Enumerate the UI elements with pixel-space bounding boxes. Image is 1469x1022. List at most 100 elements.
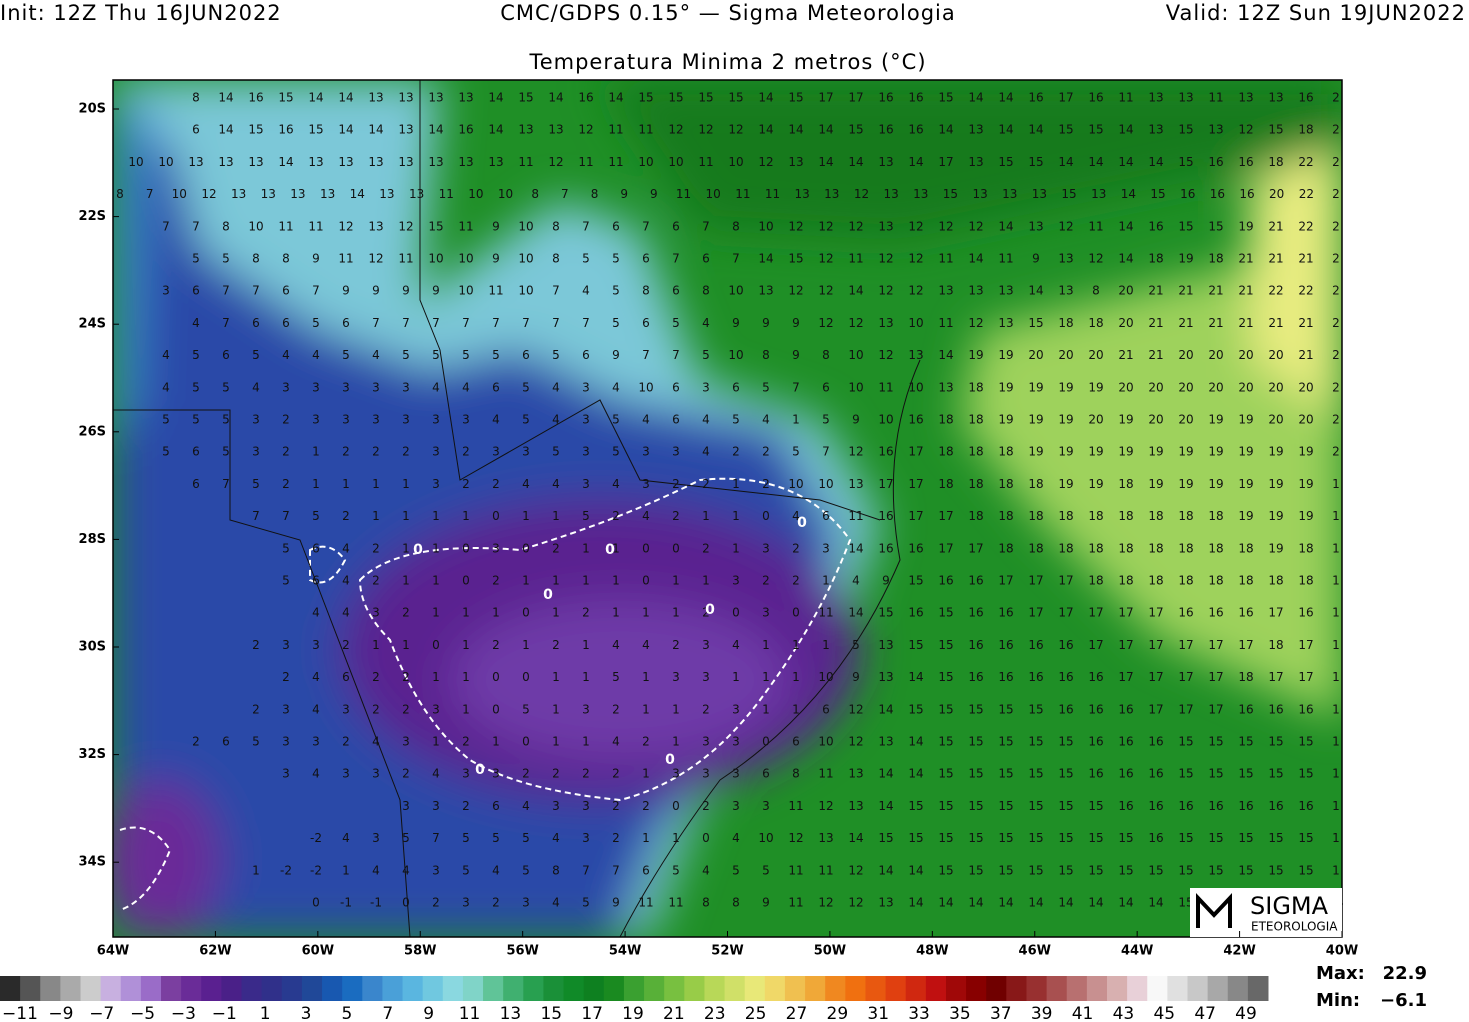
valid-label: Valid: 12Z Sun 19JUN2022 xyxy=(1166,1,1466,25)
grid-value: 18 xyxy=(998,477,1013,491)
grid-value: 18 xyxy=(968,477,983,491)
grid-value: 12 xyxy=(668,123,683,137)
grid-value: 1 xyxy=(432,735,440,749)
grid-value: 1 xyxy=(732,509,740,523)
grid-value: 18 xyxy=(998,541,1013,555)
grid-value: 2 xyxy=(372,574,380,588)
grid-value: 5 xyxy=(702,348,710,362)
grid-value: 17 xyxy=(848,91,863,105)
grid-value: 15 xyxy=(1058,767,1073,781)
grid-value: 14 xyxy=(1028,896,1043,910)
grid-value: 18 xyxy=(1238,541,1253,555)
grid-value: 4 xyxy=(552,831,560,845)
model-label: CMC/GDPS 0.15° — Sigma Meteorologia xyxy=(500,1,956,25)
grid-value: 4 xyxy=(462,380,470,394)
grid-value: 15 xyxy=(938,799,953,813)
grid-value: 15 xyxy=(1150,187,1165,201)
grid-value: 20 xyxy=(1268,348,1283,362)
grid-value: 4 xyxy=(552,413,560,427)
grid-value: 20 xyxy=(1148,413,1163,427)
grid-value: 12 xyxy=(1088,252,1103,266)
grid-value: 15 xyxy=(1058,799,1073,813)
grid-value: 1 xyxy=(732,541,740,555)
grid-value: 0 xyxy=(762,509,770,523)
grid-value: 17 xyxy=(938,509,953,523)
grid-value: 3 xyxy=(702,670,710,684)
grid-value: 5 xyxy=(462,348,470,362)
grid-value: 3 xyxy=(582,702,590,716)
grid-value: 19 xyxy=(1058,380,1073,394)
grid-value: 8 xyxy=(732,219,740,233)
grid-value: 3 xyxy=(372,831,380,845)
grid-value: 15 xyxy=(1058,123,1073,137)
grid-value: 14 xyxy=(488,123,503,137)
grid-value: 1 xyxy=(1332,477,1340,491)
lon-label: 54W xyxy=(609,944,641,959)
grid-value: 13 xyxy=(824,187,839,201)
grid-value: 12 xyxy=(788,831,803,845)
lon-label: 50W xyxy=(814,944,846,959)
colorbar-label: 5 xyxy=(342,1004,353,1022)
grid-value: 1 xyxy=(702,574,710,588)
grid-value: 1 xyxy=(462,509,470,523)
grid-value: 5 xyxy=(222,252,230,266)
grid-value: 20 xyxy=(1268,380,1283,394)
grid-value: 12 xyxy=(548,155,563,169)
grid-value: 3 xyxy=(672,670,680,684)
grid-value: 17 xyxy=(1268,670,1283,684)
grid-value: 4 xyxy=(252,380,260,394)
grid-value: 13 xyxy=(188,155,203,169)
grid-value: 15 xyxy=(1268,863,1283,877)
grid-value: 1 xyxy=(672,702,680,716)
grid-value: 14 xyxy=(938,123,953,137)
grid-value: 13 xyxy=(379,187,394,201)
grid-value: 1 xyxy=(402,541,410,555)
grid-value: 1 xyxy=(582,735,590,749)
grid-value: 3 xyxy=(582,799,590,813)
grid-value: 15 xyxy=(1268,831,1283,845)
grid-value: 1 xyxy=(402,509,410,523)
grid-value: 9 xyxy=(762,896,770,910)
map-field xyxy=(113,80,1342,937)
grid-value: 2 xyxy=(252,638,260,652)
grid-value: 13 xyxy=(913,187,928,201)
grid-value: 6 xyxy=(342,670,350,684)
grid-value: 12 xyxy=(848,219,863,233)
grid-value: 9 xyxy=(612,348,620,362)
grid-value: 8 xyxy=(252,252,260,266)
grid-value: 12 xyxy=(788,219,803,233)
grid-value: 10 xyxy=(668,155,683,169)
grid-value: 1 xyxy=(792,638,800,652)
grid-value: 15 xyxy=(1028,799,1043,813)
grid-value: 14 xyxy=(1118,252,1133,266)
grid-value: 11 xyxy=(439,187,454,201)
grid-value: 17 xyxy=(1238,638,1253,652)
grid-value: 16 xyxy=(1088,91,1103,105)
grid-value: 8 xyxy=(1092,284,1100,298)
grid-value: 6 xyxy=(492,799,500,813)
grid-value: 13 xyxy=(488,155,503,169)
grid-value: 12 xyxy=(338,219,353,233)
colorbar-swatch xyxy=(362,976,383,1001)
grid-value: 16 xyxy=(1238,799,1253,813)
grid-value: 7 xyxy=(252,284,260,298)
grid-value: 8 xyxy=(762,348,770,362)
colorbar-label: 7 xyxy=(382,1004,393,1022)
grid-value: 10 xyxy=(728,155,743,169)
grid-value: 2 xyxy=(1332,123,1340,137)
grid-value: 14 xyxy=(278,155,293,169)
grid-value: 17 xyxy=(1148,670,1163,684)
grid-value: 3 xyxy=(642,445,650,459)
grid-value: 15 xyxy=(638,91,653,105)
grid-value: 13 xyxy=(758,284,773,298)
grid-value: 19 xyxy=(1058,413,1073,427)
grid-value: 15 xyxy=(1238,863,1253,877)
grid-value: 8 xyxy=(552,219,560,233)
grid-value: 5 xyxy=(312,316,320,330)
colorbar-swatch xyxy=(724,976,746,1001)
grid-value: 2 xyxy=(762,574,770,588)
grid-value: 5 xyxy=(252,348,260,362)
colorbar-label: −11 xyxy=(2,1004,38,1022)
grid-value: 3 xyxy=(432,799,440,813)
